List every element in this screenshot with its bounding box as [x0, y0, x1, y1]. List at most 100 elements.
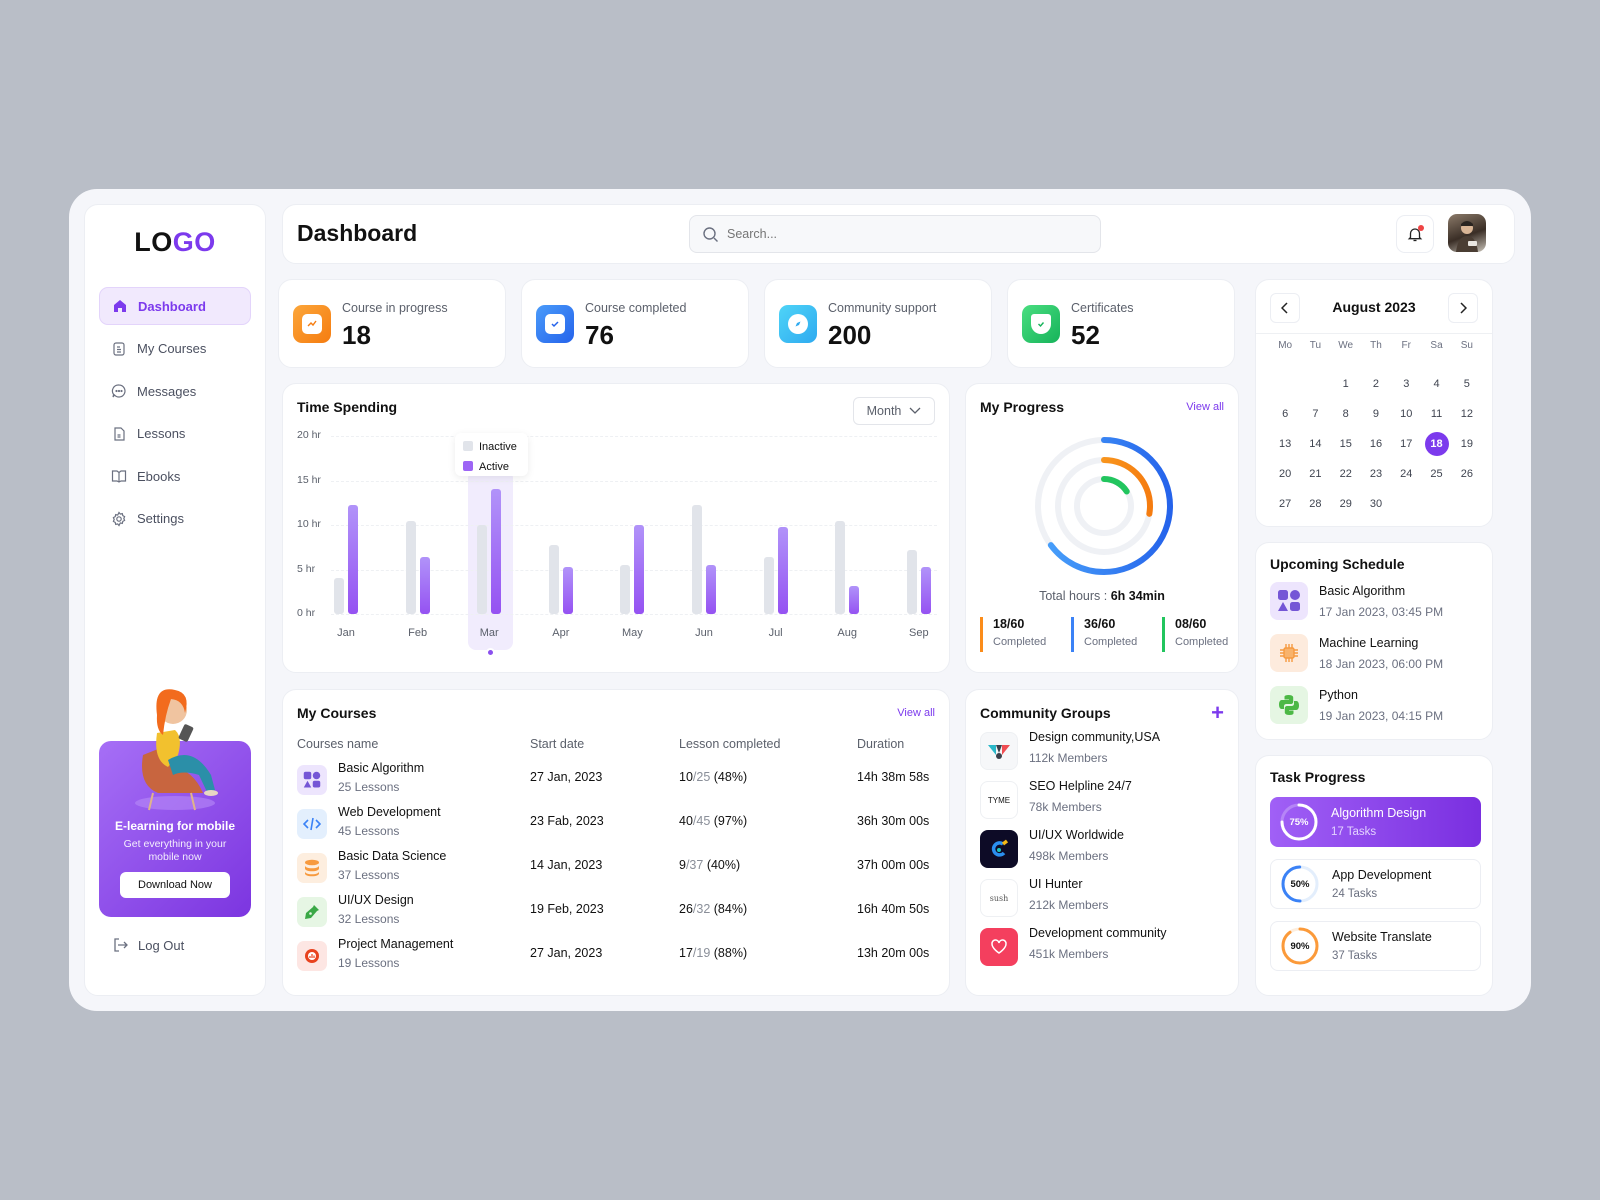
stat-card-community-support[interactable]: Community support 200 [764, 279, 992, 368]
group-item[interactable]: Development community 451k Members [980, 926, 1167, 966]
period-select[interactable]: Month [853, 397, 935, 425]
bar-inactive[interactable] [334, 578, 344, 614]
course-name: Web Development [338, 805, 441, 819]
courses-view-all-link[interactable]: View all [897, 707, 935, 719]
group-item[interactable]: UI/UX Worldwide 498k Members [980, 828, 1124, 868]
sidebar-item-ebooks[interactable]: Ebooks [99, 457, 251, 495]
bar-inactive[interactable] [405, 520, 416, 614]
bar-inactive[interactable] [763, 557, 774, 614]
course-row[interactable]: Basic Data Science 37 Lessons 14 Jan, 20… [297, 849, 937, 897]
calendar-day[interactable]: 5 [1463, 378, 1470, 390]
calendar-day[interactable]: 14 [1309, 438, 1322, 450]
calendar-day[interactable]: 29 [1339, 498, 1352, 510]
task-item[interactable]: 90% Website Translate 37 Tasks [1270, 921, 1481, 971]
calendar-day[interactable]: 21 [1309, 468, 1322, 480]
calendar-day[interactable]: 10 [1400, 408, 1413, 420]
sidebar-item-messages[interactable]: Messages [99, 372, 251, 410]
calendar-day[interactable]: 13 [1279, 438, 1292, 450]
schedule-item[interactable]: Basic Algorithm 17 Jan 2023, 03:45 PM [1270, 582, 1443, 622]
calendar-day[interactable]: 7 [1312, 408, 1319, 420]
calendar-day[interactable]: 26 [1460, 468, 1473, 480]
calendar-day[interactable]: 24 [1400, 468, 1413, 480]
calendar-day[interactable]: 2 [1372, 378, 1380, 390]
bar-active[interactable] [491, 489, 502, 614]
stat-card-certificates[interactable]: Certificates 52 [1007, 279, 1235, 368]
legend-label: Inactive [479, 441, 517, 453]
sidebar-item-settings[interactable]: Settings [99, 500, 251, 538]
pen-tool-icon [297, 897, 327, 927]
search-box[interactable] [689, 215, 1101, 253]
bar-active[interactable] [849, 585, 860, 614]
bar-active[interactable] [348, 505, 358, 614]
course-row[interactable]: Project Management 19 Lessons 27 Jan, 20… [297, 937, 937, 985]
group-item[interactable]: sush UI Hunter 212k Members [980, 877, 1108, 917]
group-item[interactable]: TYME SEO Helpline 24/7 78k Members [980, 779, 1132, 819]
calendar-day-selected[interactable]: 18 [1421, 432, 1451, 456]
calendar-day[interactable]: 28 [1309, 498, 1322, 510]
next-month-button[interactable] [1448, 293, 1478, 323]
notification-button[interactable] [1396, 215, 1434, 253]
calendar-day[interactable] [1452, 498, 1482, 510]
download-now-button[interactable]: Download Now [120, 872, 230, 898]
sidebar-item-my-courses[interactable]: My Courses [99, 330, 251, 368]
calendar-day[interactable]: 25 [1430, 468, 1443, 480]
bar-active[interactable] [706, 565, 716, 614]
bar-active[interactable] [777, 526, 788, 614]
bar-inactive[interactable] [906, 549, 917, 614]
user-avatar[interactable] [1448, 214, 1486, 252]
calendar-day[interactable]: 23 [1369, 468, 1383, 480]
calendar-day[interactable] [1270, 378, 1300, 390]
calendar-day[interactable]: 1 [1342, 378, 1349, 390]
progress-stat: 18/60 Completed [980, 617, 1046, 652]
schedule-item[interactable]: Python 19 Jan 2023, 04:15 PM [1270, 686, 1443, 726]
search-icon [703, 226, 718, 242]
calendar-day[interactable]: 8 [1342, 408, 1349, 420]
course-row[interactable]: Web Development 45 Lessons 23 Fab, 2023 … [297, 805, 937, 853]
calendar-day[interactable]: 11 [1430, 408, 1443, 420]
stat-card-course-completed[interactable]: Course completed 76 [521, 279, 749, 368]
bar-active[interactable] [634, 525, 645, 614]
calendar-day[interactable]: 3 [1403, 378, 1410, 390]
logout-button[interactable]: Log Out [111, 936, 184, 954]
calendar-day[interactable]: 12 [1460, 408, 1473, 420]
bar-inactive[interactable] [620, 565, 631, 614]
calendar-day[interactable]: 19 [1460, 438, 1473, 450]
search-input[interactable] [727, 227, 1067, 241]
calendar-day[interactable] [1391, 498, 1421, 510]
add-group-button[interactable]: + [1211, 700, 1224, 725]
group-item[interactable]: Design community,USA 112k Members [980, 730, 1160, 770]
x-axis-label: Apr [552, 627, 570, 639]
progress-view-all-link[interactable]: View all [1186, 401, 1224, 413]
calendar-day[interactable] [1421, 498, 1451, 510]
divider [1256, 333, 1492, 334]
calendar-day[interactable]: 20 [1279, 468, 1292, 480]
bar-inactive[interactable] [835, 520, 846, 614]
bar-active[interactable] [562, 566, 573, 614]
calendar-day[interactable]: 17 [1400, 438, 1413, 450]
calendar-day[interactable]: 27 [1279, 498, 1292, 510]
calendar-day[interactable] [1300, 378, 1330, 390]
course-row[interactable]: UI/UX Design 32 Lessons 19 Feb, 2023 26/… [297, 893, 937, 941]
calendar-day[interactable]: 9 [1372, 408, 1380, 420]
calendar-day[interactable]: 16 [1369, 438, 1383, 450]
task-item-active[interactable]: 75% Algorithm Design 17 Tasks [1270, 797, 1481, 847]
calendar-day[interactable]: 4 [1433, 378, 1440, 390]
bar-inactive[interactable] [548, 545, 559, 614]
bar-active[interactable] [419, 557, 430, 614]
weekday-label: Su [1460, 340, 1473, 351]
bar-active[interactable] [920, 566, 931, 614]
calendar-day[interactable]: 22 [1339, 468, 1352, 480]
y-axis-label: 15 hr [297, 473, 321, 486]
schedule-item[interactable]: Machine Learning 18 Jan 2023, 06:00 PM [1270, 634, 1443, 674]
calendar-day[interactable]: 6 [1282, 408, 1289, 420]
prev-month-button[interactable] [1270, 293, 1300, 323]
course-row[interactable]: Basic Algorithm 25 Lessons 27 Jan, 2023 … [297, 761, 937, 809]
stat-card-course-in-progress[interactable]: Course in progress 18 [278, 279, 506, 368]
task-item[interactable]: 50% App Development 24 Tasks [1270, 859, 1481, 909]
bar-inactive[interactable] [477, 525, 488, 614]
calendar-day[interactable]: 15 [1339, 438, 1352, 450]
calendar-day[interactable]: 30 [1369, 498, 1383, 510]
sidebar-item-dashboard[interactable]: Dashboard [99, 287, 251, 325]
sidebar-item-lessons[interactable]: Lessons [99, 415, 251, 453]
bar-inactive[interactable] [692, 505, 702, 614]
